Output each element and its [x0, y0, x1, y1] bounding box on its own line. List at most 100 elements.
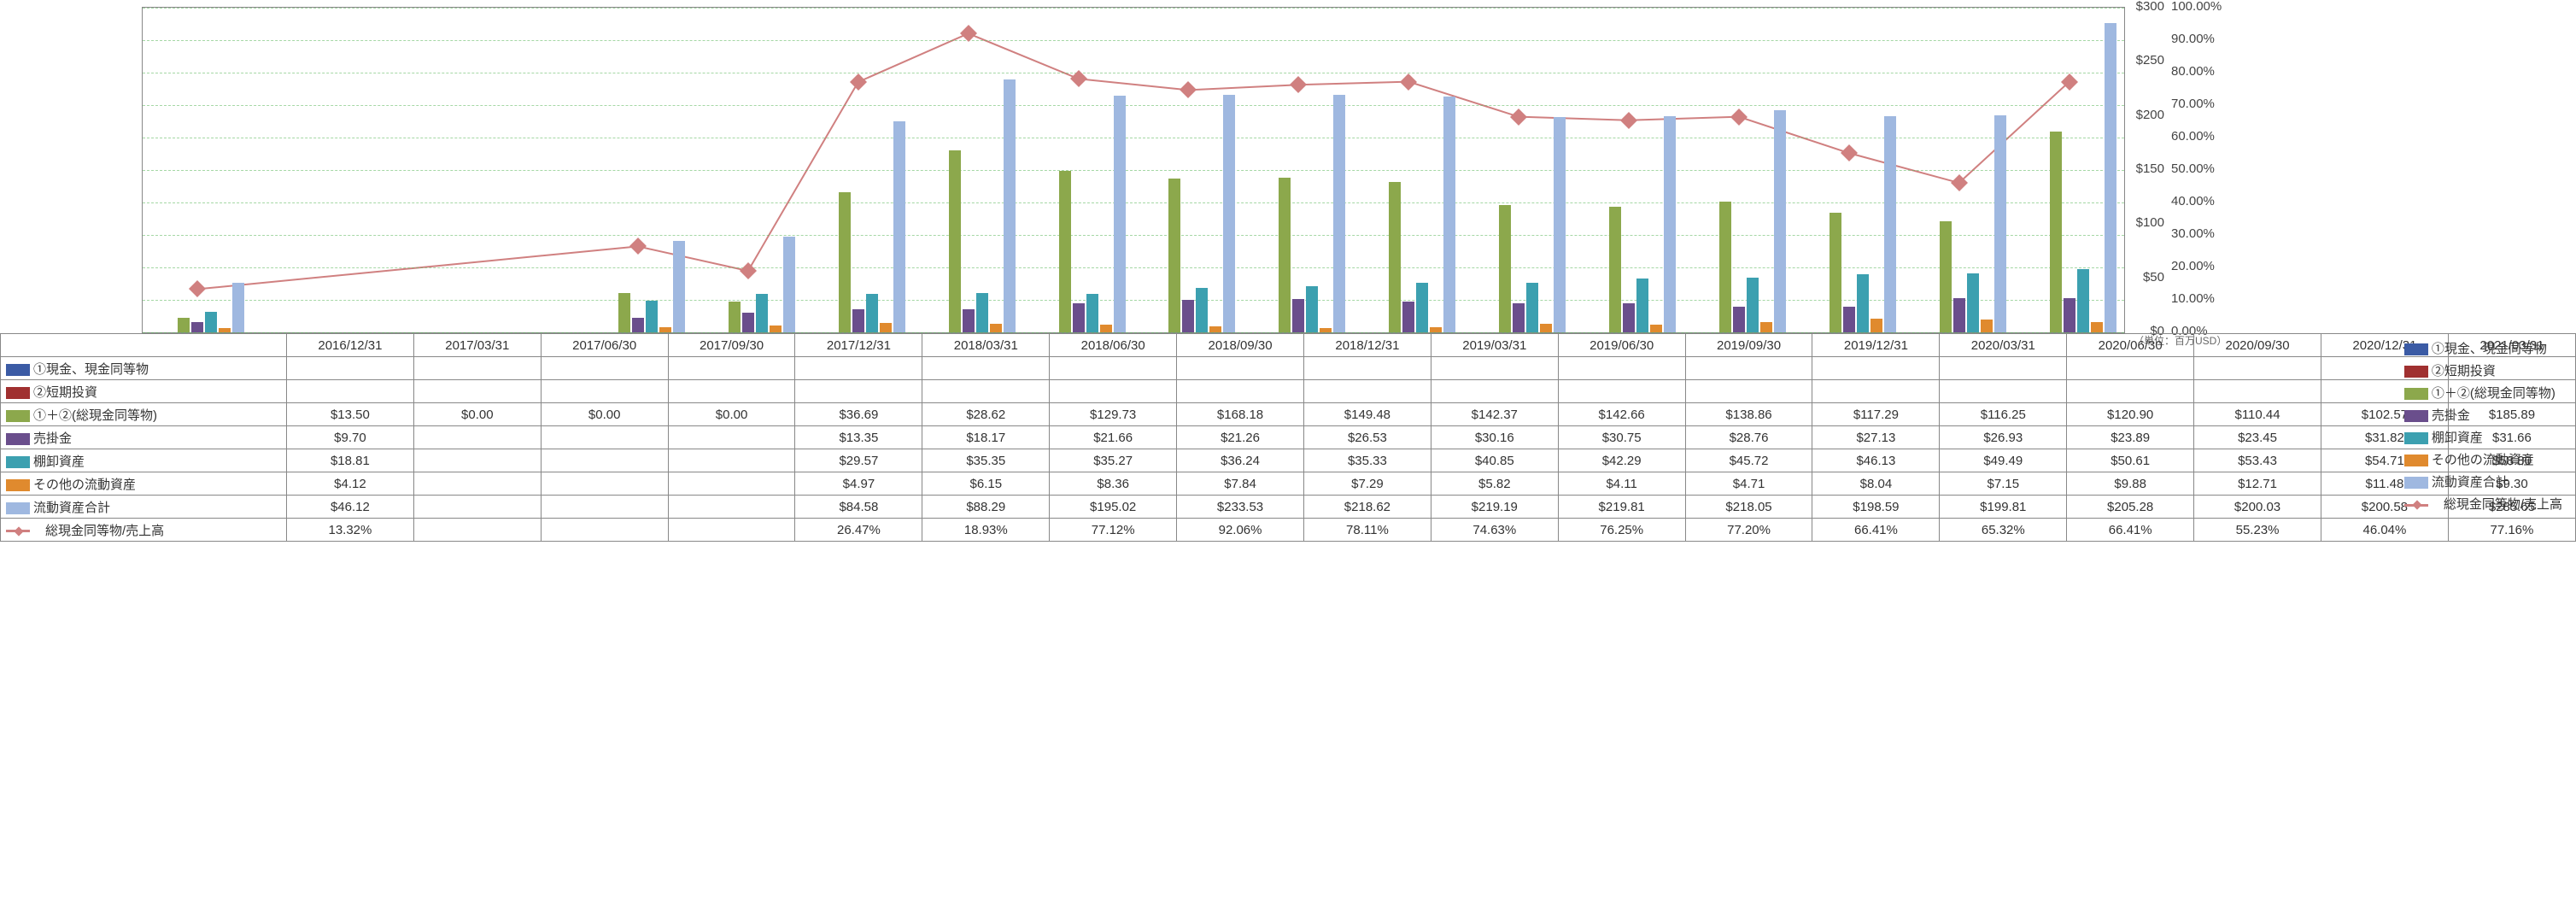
table-cell — [541, 449, 668, 472]
y-left-tick: $200 — [2127, 108, 2164, 122]
table-cell: $36.69 — [795, 403, 922, 426]
bar-ar — [191, 322, 203, 332]
bar-other_ca — [1430, 327, 1442, 332]
table-row: ①＋②(総現金同等物)$13.50$0.00$0.00$0.00$36.69$2… — [1, 403, 2576, 426]
table-cell — [541, 426, 668, 449]
table-cell — [413, 449, 541, 472]
table-cell: $233.53 — [1177, 496, 1304, 519]
table-col-header: 2017/06/30 — [541, 334, 668, 357]
table-cell — [668, 472, 795, 496]
legend-item-cash: ①現金、現金同等物 — [2404, 338, 2562, 361]
bar-total_cash — [729, 302, 741, 332]
bar-other_ca — [1981, 320, 1993, 332]
legend-item-total_cash: ①＋②(総現金同等物) — [2404, 383, 2562, 405]
table-cell — [1940, 380, 2067, 403]
row-header-ar: 売掛金 — [1, 426, 287, 449]
bar-other_ca — [1760, 322, 1772, 333]
table-cell — [413, 496, 541, 519]
table-cell: $149.48 — [1303, 403, 1431, 426]
table-cell: $168.18 — [1177, 403, 1304, 426]
table-cell: $46.12 — [286, 496, 413, 519]
bar-ar — [632, 318, 644, 332]
bar-inventory — [646, 301, 658, 332]
table-cell: $116.25 — [1940, 403, 2067, 426]
table-cell: 66.41% — [2067, 519, 2194, 542]
table-row: 棚卸資産$18.81$29.57$35.35$35.27$36.24$35.33… — [1, 449, 2576, 472]
table-cell: 66.41% — [1812, 519, 1940, 542]
table-cell: $23.45 — [2194, 426, 2321, 449]
row-header-current_assets: 流動資産合計 — [1, 496, 287, 519]
bar-total_cash — [1830, 213, 1841, 332]
table-cell — [668, 519, 795, 542]
table-cell: 26.47% — [795, 519, 922, 542]
table-cell — [1558, 380, 1685, 403]
bar-total_cash — [1940, 221, 1952, 332]
bar-other_ca — [659, 327, 671, 332]
table-cell — [1177, 357, 1304, 380]
bar-other_ca — [1650, 325, 1662, 332]
table-cell: $35.35 — [922, 449, 1050, 472]
table-cell: $4.97 — [795, 472, 922, 496]
table-cell — [1431, 357, 1558, 380]
table-cell: 78.11% — [1303, 519, 1431, 542]
row-header-cash: ①現金、現金同等物 — [1, 357, 287, 380]
data-table: 2016/12/312017/03/312017/06/302017/09/30… — [0, 333, 2576, 542]
table-cell — [922, 357, 1050, 380]
table-cell — [1050, 380, 1177, 403]
table-cell: $21.26 — [1177, 426, 1304, 449]
table-cell: $84.58 — [795, 496, 922, 519]
bar-ar — [1623, 303, 1635, 332]
table-corner-cell — [1, 334, 287, 357]
bar-inventory — [1196, 288, 1208, 332]
table-col-header: 2020/06/30 — [2067, 334, 2194, 357]
y-right-tick: 100.00% — [2171, 0, 2222, 14]
bar-inventory — [1306, 286, 1318, 332]
table-cell — [1303, 357, 1431, 380]
table-row: ②短期投資 — [1, 380, 2576, 403]
y-right-tick: 30.00% — [2171, 226, 2215, 241]
table-cell: 55.23% — [2194, 519, 2321, 542]
table-cell — [413, 519, 541, 542]
table-cell: $0.00 — [668, 403, 795, 426]
table-row: その他の流動資産$4.12$4.97$6.15$8.36$7.84$7.29$5… — [1, 472, 2576, 496]
bar-inventory — [1747, 278, 1759, 332]
table-cell — [1685, 380, 1812, 403]
bar-current_assets — [1114, 96, 1126, 332]
bar-ar — [1953, 298, 1965, 332]
table-col-header: 2019/12/31 — [1812, 334, 1940, 357]
table-cell — [668, 426, 795, 449]
bar-current_assets — [2105, 23, 2116, 332]
table-cell: $7.29 — [1303, 472, 1431, 496]
table-header-row: 2016/12/312017/03/312017/06/302017/09/30… — [1, 334, 2576, 357]
table-cell: $21.66 — [1050, 426, 1177, 449]
table-cell: $45.72 — [1685, 449, 1812, 472]
legend-item-other_ca: その他の流動資産 — [2404, 449, 2562, 472]
bar-inventory — [1526, 283, 1538, 332]
table-cell: 65.32% — [1940, 519, 2067, 542]
y-left-tick: $300 — [2127, 0, 2164, 14]
table-cell — [1940, 357, 2067, 380]
table-row: ①現金、現金同等物 — [1, 357, 2576, 380]
bar-inventory — [1416, 283, 1428, 332]
bar-ar — [852, 309, 864, 332]
table-cell: $35.33 — [1303, 449, 1431, 472]
table-cell: 76.25% — [1558, 519, 1685, 542]
row-header-inventory: 棚卸資産 — [1, 449, 287, 472]
plot-area — [142, 7, 2125, 333]
row-header-cash_ratio: 総現金同等物/売上高 — [1, 519, 287, 542]
table-cell: $138.86 — [1685, 403, 1812, 426]
table-cell: $46.13 — [1812, 449, 1940, 472]
bar-total_cash — [1059, 171, 1071, 332]
row-header-total_cash: ①＋②(総現金同等物) — [1, 403, 287, 426]
table-cell — [1558, 357, 1685, 380]
bar-total_cash — [1168, 179, 1180, 332]
table-cell: $142.66 — [1558, 403, 1685, 426]
bar-inventory — [976, 293, 988, 332]
table-cell: $28.76 — [1685, 426, 1812, 449]
y-right-tick: 90.00% — [2171, 32, 2215, 46]
table-cell — [541, 380, 668, 403]
table-cell — [1812, 357, 1940, 380]
bar-total_cash — [839, 192, 851, 332]
y-left-tick: $100 — [2127, 215, 2164, 230]
bar-current_assets — [783, 237, 795, 332]
